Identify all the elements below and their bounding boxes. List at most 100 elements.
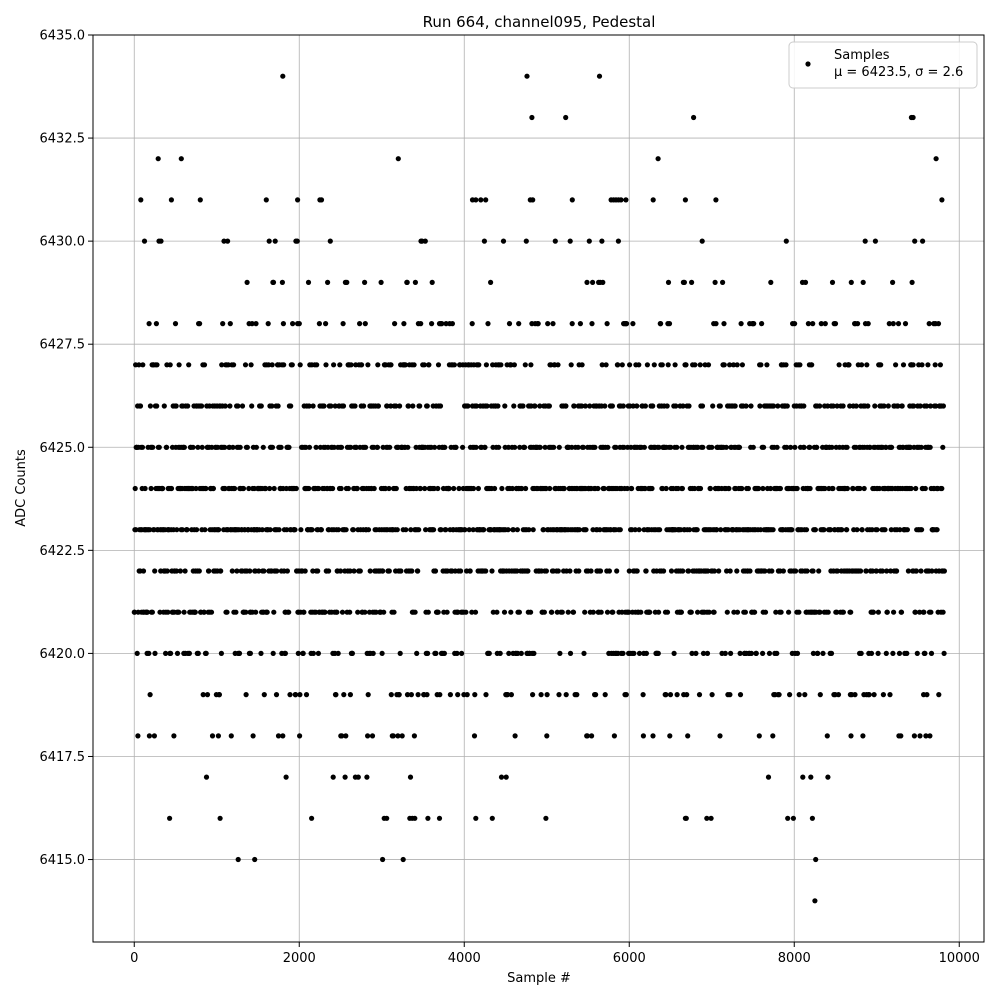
data-point <box>584 733 590 739</box>
data-point <box>515 650 521 657</box>
data-point <box>520 403 526 409</box>
data-point <box>342 774 348 780</box>
data-point <box>732 403 738 409</box>
data-point <box>157 609 163 615</box>
data-point <box>623 197 629 203</box>
data-point <box>815 650 821 657</box>
data-point <box>941 650 947 657</box>
data-point <box>490 609 496 615</box>
data-point <box>869 568 876 574</box>
data-point <box>177 568 183 574</box>
data-point <box>393 403 399 409</box>
data-point <box>294 238 300 244</box>
data-point <box>609 403 616 409</box>
data-point <box>624 321 630 327</box>
data-point <box>463 609 469 615</box>
data-point <box>416 527 422 533</box>
data-point <box>650 403 656 409</box>
data-point <box>712 279 718 285</box>
data-point <box>623 692 629 698</box>
data-point <box>865 403 871 409</box>
data-point <box>783 362 789 368</box>
data-point <box>759 321 765 327</box>
data-point <box>762 609 769 615</box>
data-point <box>506 321 513 327</box>
data-point <box>824 733 830 739</box>
data-point <box>665 279 672 285</box>
data-point <box>636 362 642 368</box>
data-point <box>279 279 285 285</box>
data-point <box>860 733 866 739</box>
data-point <box>704 650 711 657</box>
data-point <box>743 403 749 409</box>
data-point <box>381 609 387 615</box>
data-point <box>208 609 215 615</box>
data-point <box>802 279 809 285</box>
data-point <box>559 609 565 615</box>
data-point <box>736 444 743 450</box>
data-point <box>186 650 192 657</box>
data-point <box>807 485 813 492</box>
data-point <box>451 362 457 368</box>
data-point <box>683 362 689 368</box>
data-point <box>804 568 810 574</box>
y-tick-label: 6422.5 <box>40 544 86 559</box>
data-point <box>357 568 363 574</box>
data-point <box>334 609 340 615</box>
data-point <box>549 609 555 615</box>
data-point <box>475 485 481 492</box>
data-point <box>508 692 514 698</box>
data-point <box>619 362 625 368</box>
data-point <box>464 692 470 698</box>
data-point <box>209 733 216 739</box>
data-point <box>364 774 370 780</box>
data-point <box>576 527 583 533</box>
data-point <box>940 403 947 409</box>
x-tick-label: 8000 <box>778 951 811 966</box>
data-point <box>325 279 331 285</box>
data-point <box>239 403 246 409</box>
data-point <box>140 362 146 368</box>
data-point <box>455 692 461 698</box>
data-point <box>716 568 722 574</box>
data-point <box>526 527 532 533</box>
data-point <box>706 609 712 615</box>
data-point <box>321 403 327 409</box>
data-point <box>512 444 518 450</box>
data-point <box>898 733 904 739</box>
data-point <box>569 321 575 327</box>
data-point <box>673 403 679 409</box>
data-point <box>338 485 344 492</box>
data-point <box>265 321 271 327</box>
data-point <box>471 733 478 739</box>
data-point <box>750 444 756 450</box>
x-tick-label: 10000 <box>939 951 980 966</box>
data-point <box>626 568 632 574</box>
data-point <box>390 733 396 739</box>
data-point <box>675 485 681 492</box>
data-point <box>200 692 206 698</box>
data-point <box>482 444 488 450</box>
data-point <box>182 568 188 574</box>
data-point <box>917 609 923 615</box>
data-point <box>720 279 726 285</box>
data-point <box>228 733 234 739</box>
data-point <box>498 362 504 368</box>
data-point <box>726 485 732 492</box>
data-point <box>828 650 835 657</box>
data-point <box>643 568 649 574</box>
data-point <box>221 238 227 244</box>
data-point <box>910 114 916 121</box>
data-point <box>227 403 233 409</box>
data-point <box>133 527 139 533</box>
data-point <box>443 321 449 327</box>
data-point <box>185 403 191 409</box>
data-point <box>152 650 158 657</box>
data-point <box>686 568 692 574</box>
data-point <box>225 362 231 368</box>
data-point <box>584 279 590 285</box>
data-point <box>436 815 443 821</box>
data-point <box>664 609 671 615</box>
data-point <box>422 238 428 244</box>
data-point <box>367 568 373 574</box>
